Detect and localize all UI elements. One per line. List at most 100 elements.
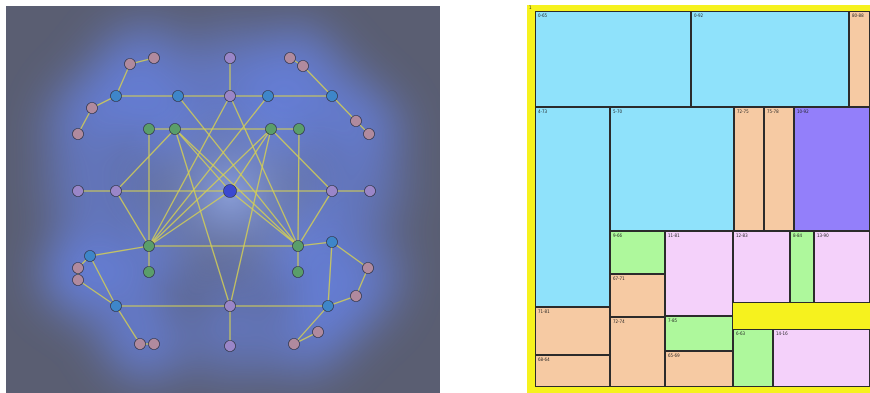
graph-node <box>322 300 334 312</box>
graph-node <box>292 240 304 252</box>
graph-edge <box>229 128 272 307</box>
treemap-cell-label: 9-66 <box>613 233 623 238</box>
treemap-cell: 72-74 <box>610 317 665 387</box>
treemap-cell-label: 68-64 <box>538 357 550 362</box>
graph-edge <box>148 190 231 247</box>
graph-node <box>297 60 309 72</box>
graph-edge <box>89 255 117 307</box>
graph-edge <box>115 128 176 192</box>
treemap-cell-label: 7-85 <box>668 318 678 323</box>
treemap-cell-label: 72-75 <box>737 109 749 114</box>
graph-node <box>312 326 324 338</box>
treemap-cell: 10-92 <box>794 107 870 231</box>
graph-edge <box>174 128 299 247</box>
graph-node <box>364 185 376 197</box>
graph-node <box>284 52 296 64</box>
graph-node <box>72 262 84 274</box>
graph-node <box>110 90 122 102</box>
graph-network <box>40 20 408 384</box>
treemap-cell-label: 6-63 <box>736 331 746 336</box>
treemap-cell: 71-81 <box>535 307 610 355</box>
graph-edge <box>174 128 231 192</box>
graph-edge <box>89 245 150 257</box>
graph-node <box>172 90 184 102</box>
treemap-cell-label: 8-84 <box>793 233 803 238</box>
graph-edge <box>148 95 231 247</box>
treemap-cell: 4-73 <box>535 107 610 307</box>
graph-node <box>362 262 374 274</box>
treemap-cell: 75-78 <box>764 107 794 231</box>
treemap-cell: 8-84 <box>790 231 814 303</box>
graph-node <box>288 338 300 350</box>
treemap-cell: 0-92 <box>691 11 849 107</box>
treemap-cell: 80-88 <box>849 11 870 107</box>
treemap-cell-label: 0-92 <box>694 13 704 18</box>
graph-edge <box>297 128 300 247</box>
graph-node <box>169 123 181 135</box>
graph-edge <box>229 128 272 192</box>
graph-node <box>143 240 155 252</box>
treemap-cell: 7-85 <box>665 316 733 351</box>
graph-node <box>224 340 236 352</box>
graph-node <box>326 236 338 248</box>
graph-node <box>72 185 84 197</box>
graph-render-panel <box>6 6 440 393</box>
graph-node <box>143 123 155 135</box>
graph-node <box>350 290 362 302</box>
graph-edge <box>293 305 329 345</box>
treemap-cell-label: 72-74 <box>613 319 625 324</box>
treemap-cell-label: 75-78 <box>767 109 779 114</box>
treemap-cell: 12-83 <box>733 231 790 303</box>
graph-node <box>224 90 236 102</box>
graph-edge <box>177 95 299 247</box>
graph-node <box>326 185 338 197</box>
graph-node <box>292 266 304 278</box>
treemap-panel: 1 0-65 0-92 80-88 4-73 5-70 72-75 75-78 10-92 9-… <box>527 5 870 393</box>
treemap-cell: 6-63 <box>733 329 773 387</box>
graph-node <box>84 250 96 262</box>
graph-node <box>224 52 236 64</box>
treemap-cell-label: 13-90 <box>817 233 829 238</box>
graph-node <box>363 128 375 140</box>
treemap-cell: 72-75 <box>734 107 764 231</box>
graph-node <box>262 90 274 102</box>
graph-node <box>350 115 362 127</box>
graph-edge <box>327 241 333 307</box>
graph-node <box>293 123 305 135</box>
graph-node <box>124 58 136 70</box>
treemap-cell: 11-81 <box>665 231 733 316</box>
graph-node <box>224 300 236 312</box>
treemap-cell: 5-70 <box>610 107 734 231</box>
treemap-cell: 14-16 <box>773 329 870 387</box>
treemap-cell: 67-71 <box>610 274 665 317</box>
graph-node <box>86 102 98 114</box>
graph-edge <box>115 305 141 345</box>
graph-node <box>110 300 122 312</box>
graph-node <box>143 266 155 278</box>
graph-edge <box>77 279 117 307</box>
graph-node <box>223 184 237 198</box>
graph-edge <box>229 95 299 247</box>
treemap-cell: 65-69 <box>665 351 733 387</box>
graph-edge <box>229 190 299 247</box>
graph-edge <box>115 190 150 247</box>
treemap-cell-label: 65-69 <box>668 353 680 358</box>
treemap-cell-label: 80-88 <box>852 13 864 18</box>
graph-edge <box>148 128 272 247</box>
graph-node <box>148 52 160 64</box>
treemap-cell: 9-66 <box>610 231 665 274</box>
graph-node <box>148 338 160 350</box>
treemap-cell: 13-90 <box>814 231 870 303</box>
treemap-cell-label: 11-81 <box>668 233 680 238</box>
graph-edge <box>331 241 369 269</box>
treemap-cell-label: 12-83 <box>736 233 748 238</box>
graph-edge <box>115 63 131 97</box>
treemap-cell-label: 0-65 <box>538 13 548 18</box>
graph-edge <box>297 190 333 247</box>
graph-node <box>265 123 277 135</box>
graph-node <box>326 90 338 102</box>
graph-edge <box>148 95 269 247</box>
treemap-cell: 68-64 <box>535 355 610 387</box>
graph-edge <box>302 65 333 97</box>
graph-node <box>72 128 84 140</box>
